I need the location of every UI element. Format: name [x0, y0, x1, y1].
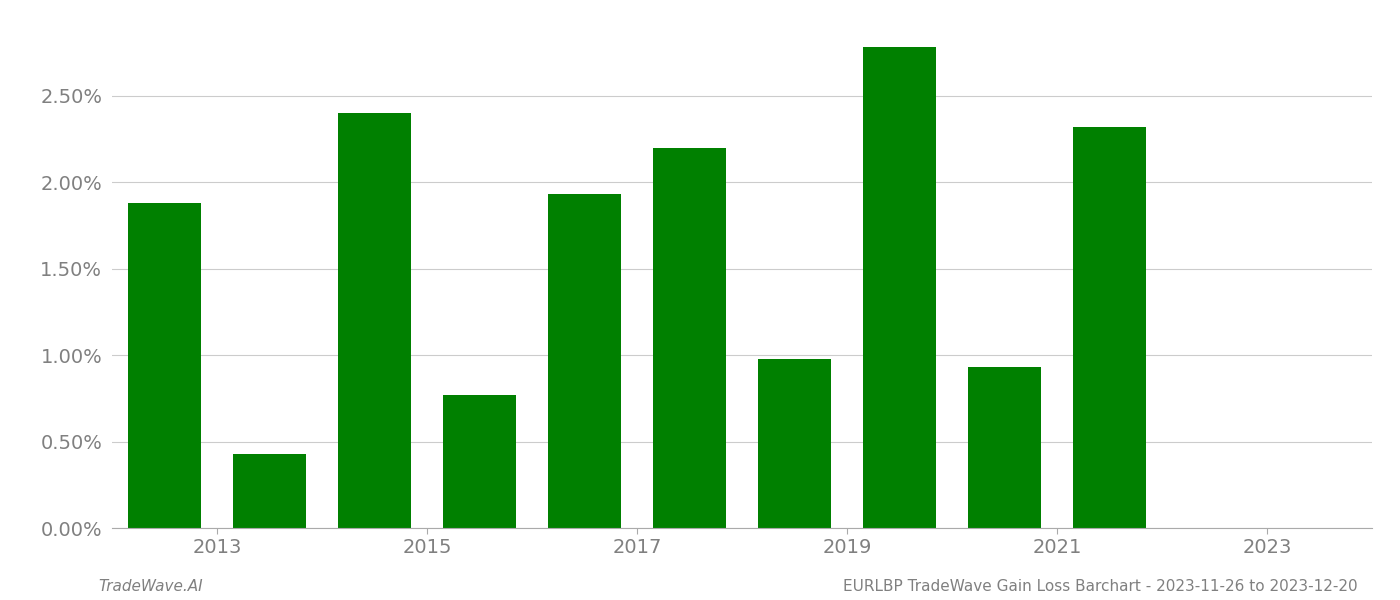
Text: EURLBP TradeWave Gain Loss Barchart - 2023-11-26 to 2023-12-20: EURLBP TradeWave Gain Loss Barchart - 20… — [843, 579, 1358, 594]
Bar — [547, 194, 622, 528]
Bar — [862, 47, 937, 528]
Bar — [967, 367, 1042, 528]
Bar — [127, 203, 202, 528]
Bar — [757, 359, 832, 528]
Bar — [1072, 127, 1147, 528]
Bar — [652, 148, 727, 528]
Text: TradeWave.AI: TradeWave.AI — [98, 579, 203, 594]
Bar — [337, 113, 412, 528]
Bar — [442, 395, 517, 528]
Bar — [232, 454, 307, 528]
